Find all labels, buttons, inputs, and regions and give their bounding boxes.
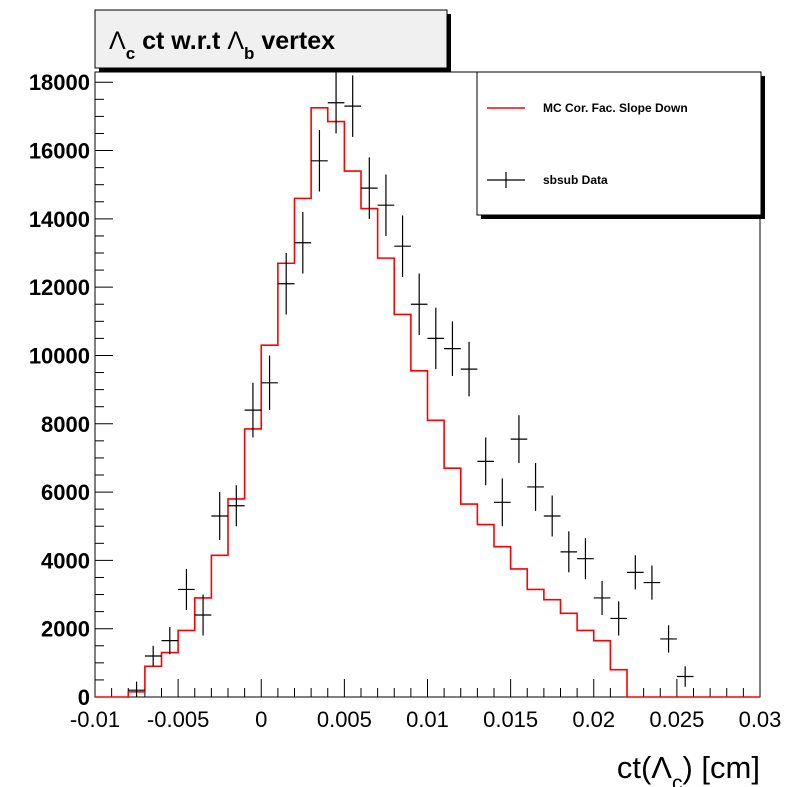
data-point	[543, 495, 561, 537]
data-point	[311, 130, 328, 192]
data-point	[128, 681, 145, 697]
y-tick-label: 12000	[29, 275, 90, 300]
data-point	[211, 492, 228, 540]
data-point	[427, 307, 445, 370]
title-end: vertex	[254, 27, 335, 55]
y-tick-label: 2000	[41, 617, 90, 642]
data-point	[161, 626, 179, 655]
x-tick-label: 0	[255, 707, 267, 732]
data-point	[261, 355, 278, 411]
y-axis: 0 2000 4000 6000 8000 10000 12000 14000 16000 180…	[29, 70, 113, 710]
data-point	[144, 645, 162, 667]
data-point	[344, 75, 361, 137]
data-point	[394, 215, 411, 277]
subscript: c	[672, 772, 683, 787]
data-point	[577, 538, 594, 580]
y-tick-label: 16000	[29, 139, 90, 164]
x-axis-title-text: ct(Λc) [cm]	[617, 750, 760, 787]
data-point	[527, 463, 544, 511]
data-point	[244, 382, 262, 438]
y-tick-label: 18000	[29, 70, 90, 95]
lambda-symbol: Λ	[109, 27, 126, 55]
xlabel-start: ct(	[617, 750, 652, 785]
data-point	[593, 580, 611, 616]
legend: MC Cor. Fac. Slope Down sbsub Data	[476, 71, 765, 219]
data-point	[178, 568, 195, 610]
data-point	[627, 555, 644, 590]
legend-box	[476, 71, 762, 216]
subscript: c	[126, 44, 135, 63]
mc-step-line	[95, 107, 760, 698]
data-point	[560, 531, 578, 573]
x-tick-label: 0.025	[649, 707, 704, 732]
x-tick-label: 0.03	[739, 707, 782, 732]
data-point	[228, 485, 245, 527]
data-point	[277, 253, 295, 315]
data-point	[410, 273, 428, 335]
data-point	[643, 565, 661, 600]
lambda-symbol: Λ	[227, 27, 244, 55]
x-tick-label: 0.02	[572, 707, 615, 732]
subscript: b	[244, 44, 254, 63]
data-point	[510, 415, 528, 464]
data-point	[494, 478, 511, 527]
data-point	[444, 321, 461, 376]
y-tick-label: 10000	[29, 343, 90, 368]
data-point	[377, 174, 395, 236]
title-middle: ct w.r.t	[135, 27, 227, 55]
data-point	[676, 666, 694, 687]
data-point	[327, 72, 345, 134]
y-tick-label: 14000	[29, 207, 90, 232]
chart-title: Λc ct w.r.t Λb vertex	[94, 9, 451, 72]
data-point	[460, 341, 478, 397]
title-text: Λc ct w.r.t Λb vertex	[109, 27, 335, 63]
y-tick-label: 8000	[41, 412, 90, 437]
y-tick-label: 6000	[41, 480, 90, 505]
x-tick-label: 0.015	[483, 707, 538, 732]
x-tick-label: 0.005	[317, 707, 372, 732]
y-tick-label: 0	[78, 685, 90, 710]
x-axis-title: ct(Λc) [cm]	[617, 750, 760, 787]
data-point	[660, 625, 677, 653]
mc-histogram-series	[95, 107, 760, 698]
x-tick-label: -0.005	[147, 707, 209, 732]
y-tick-label: 4000	[41, 548, 90, 573]
data-point	[194, 594, 212, 636]
legend-label-data: sbsub Data	[543, 173, 608, 187]
data-point	[477, 437, 494, 486]
x-tick-label: 0.01	[406, 707, 449, 732]
x-tick-label: -0.01	[70, 707, 120, 732]
legend-label-mc: MC Cor. Fac. Slope Down	[543, 101, 688, 115]
lambda-symbol: Λ	[651, 750, 672, 785]
data-point	[610, 601, 627, 636]
x-axis: -0.01 -0.005 0 0.005 0.01 0.015 0.02 0.025 0.03	[70, 679, 781, 732]
xlabel-end: ) [cm]	[683, 750, 761, 785]
title-box	[94, 9, 448, 69]
data-point	[294, 212, 312, 274]
data-point	[361, 157, 378, 219]
data-errorbar-series	[128, 72, 694, 697]
